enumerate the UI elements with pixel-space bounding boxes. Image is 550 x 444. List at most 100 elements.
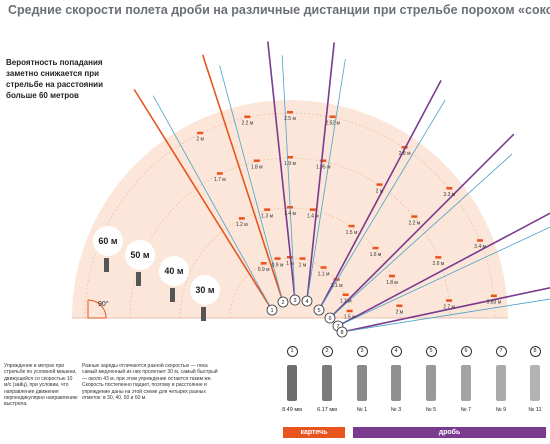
ray-number: 7 <box>336 324 339 330</box>
pellet-number: 8 <box>529 346 541 357</box>
lead-label: 1.4 м <box>307 213 319 219</box>
ray-line-secondary <box>329 153 513 319</box>
lead-label: 3.3 м <box>443 192 455 198</box>
pellet-image <box>426 365 436 401</box>
lead-label: 2.5 м <box>284 116 296 122</box>
pellet-image <box>357 365 367 401</box>
lead-label: 1.8 м <box>251 164 263 170</box>
lead-label: 1.95 м <box>316 164 331 170</box>
pellet-image <box>391 365 401 401</box>
pellet-2: 2 6.17 мм <box>316 346 338 413</box>
lead-label: 1.6 м <box>370 252 382 258</box>
lead-label: 1.1 м <box>331 283 343 289</box>
arc-tick <box>490 294 497 298</box>
arc-tick <box>329 115 336 118</box>
page-title: Средние скорости полета дроби на различн… <box>8 3 550 17</box>
lead-label: 1.4 м <box>284 211 296 217</box>
lead-label: 1.9 м <box>284 161 296 167</box>
ray-number: 6 <box>328 316 331 322</box>
pellet-number: 2 <box>321 346 333 357</box>
legend-drob: дробь <box>353 427 546 438</box>
pellet-4: 4 № 3 <box>385 346 407 413</box>
distance-badge <box>190 275 220 305</box>
arc-tick <box>299 257 306 260</box>
lead-label: 2.2 м <box>408 220 420 226</box>
ray-number: 3 <box>293 298 296 304</box>
note-right: Разные заряды отличаются разной скорость… <box>82 363 218 402</box>
arc-tick <box>274 257 281 260</box>
arc-tick <box>411 215 418 218</box>
lead-label: 1.2 м <box>236 222 248 228</box>
pellet-3: 3 № 1 <box>351 346 373 413</box>
arc-tick <box>376 183 383 186</box>
arc-tick <box>342 293 349 297</box>
lead-label: 1.5 м <box>344 315 356 321</box>
pellet-1: 1 8.49 мм <box>281 346 303 413</box>
ray-number: 4 <box>305 299 308 305</box>
lead-label: 2 м <box>376 188 384 194</box>
distance-label: 40 м <box>164 266 184 276</box>
ray-line-secondary <box>306 58 346 302</box>
ray-number-badge <box>277 296 289 308</box>
target-marker <box>104 258 109 272</box>
arc-tick <box>216 172 223 175</box>
ray-layer <box>133 41 550 338</box>
arc-tick <box>260 262 267 265</box>
ray-line-secondary <box>341 298 550 333</box>
arc-tick <box>333 278 340 281</box>
distance-label: 60 м <box>98 236 118 246</box>
ray-line <box>341 286 550 333</box>
target-marker <box>170 288 175 302</box>
target-marker <box>136 272 141 286</box>
ray-number-badge <box>324 312 336 324</box>
ray-line <box>329 133 515 319</box>
ray-line <box>267 41 296 301</box>
ray-line <box>318 80 442 311</box>
distance-label: 30 м <box>195 285 215 295</box>
ray-line-secondary <box>219 65 284 303</box>
ray-number-badge <box>289 294 301 306</box>
pellet-image <box>322 365 332 401</box>
arc-tick <box>253 159 260 162</box>
lead-label: 3.4 м <box>474 244 486 250</box>
lead-label: 1 м <box>286 261 294 267</box>
ray-line-secondary <box>337 226 550 327</box>
pellet-number: 6 <box>460 346 472 357</box>
lead-label: 2.2 м <box>241 120 253 126</box>
lead-label: 1.3 м <box>261 213 273 219</box>
pellet-image <box>287 365 297 401</box>
target-marker <box>201 307 206 321</box>
lead-label: 2.8 м <box>399 151 411 157</box>
arc-tick <box>197 131 204 135</box>
pellet-5: 5 № 5 <box>420 346 442 413</box>
arc-tick <box>287 156 293 159</box>
arc-tick <box>388 274 395 278</box>
pellet-label: № 1 <box>356 407 368 413</box>
lead-label: 1.1 м <box>318 271 330 277</box>
distance-arc <box>229 257 351 319</box>
arc-tick <box>396 304 403 308</box>
distance-badge <box>93 226 123 256</box>
arc-tick <box>264 208 271 211</box>
lead-label: 2.7 м <box>443 304 455 310</box>
pellet-number: 4 <box>390 346 402 357</box>
ray-number: 1 <box>270 308 273 314</box>
lead-label: 1.5 м <box>346 230 358 236</box>
distance-label: 50 м <box>130 250 150 260</box>
arc-tick <box>372 246 379 250</box>
lead-label: 2 м <box>396 310 404 316</box>
lead-label: 1 м <box>299 262 307 268</box>
distance-badge <box>159 256 189 286</box>
lead-label: 3.83 м <box>487 300 502 306</box>
lead-label: 2.52 м <box>325 120 340 126</box>
note-left: Упреждение в метрах при стрельбе по усло… <box>4 363 78 408</box>
ray-line-secondary <box>281 55 296 301</box>
arc-tick <box>320 266 327 269</box>
lead-label: 0.9 м <box>272 262 284 268</box>
lead-label: 1.7 м <box>214 177 226 183</box>
legend-kartech: картечь <box>283 427 345 438</box>
pellet-label: 6.17 мм <box>317 407 337 413</box>
ray-number-badge <box>313 304 325 316</box>
pellet-7: 7 № 9 <box>490 346 512 413</box>
